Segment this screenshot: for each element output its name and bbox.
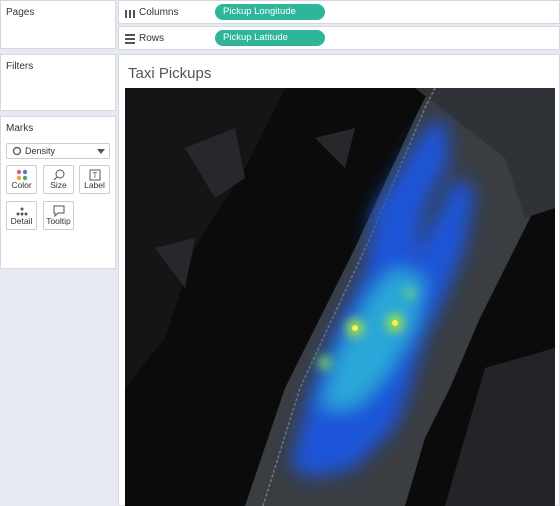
filters-title: Filters: [6, 61, 34, 72]
button-label: Tooltip: [46, 216, 71, 226]
view-title: Taxi Pickups: [128, 65, 212, 82]
view-card: Taxi Pickups: [118, 54, 560, 506]
columns-shelf: Columns Pickup Longitude: [118, 0, 560, 24]
button-label: Label: [84, 180, 105, 190]
marks-card: Marks Density Color Size T Label Detail …: [0, 116, 116, 269]
rows-pill[interactable]: Pickup Latitude: [215, 30, 325, 46]
columns-pill[interactable]: Pickup Longitude: [215, 4, 325, 20]
columns-label: Columns: [139, 7, 179, 18]
hotspot: [352, 325, 358, 331]
tooltip-button[interactable]: Tooltip: [43, 201, 74, 230]
tooltip-icon: [53, 205, 65, 217]
pages-title: Pages: [6, 7, 35, 18]
dropdown-arrow: [97, 149, 105, 154]
density-layer: [290, 118, 475, 478]
hotspot: [392, 320, 398, 326]
rows-icon: [125, 34, 135, 44]
detail-button[interactable]: Detail: [6, 201, 37, 230]
mark-type: Density: [25, 146, 56, 156]
mark-type-dropdown[interactable]: Density: [6, 143, 110, 159]
pages-card: Pages: [0, 0, 116, 49]
label-button[interactable]: T Label: [79, 165, 110, 194]
label-icon: T: [89, 169, 101, 181]
color-button[interactable]: Color: [6, 165, 37, 194]
size-button[interactable]: Size: [43, 165, 74, 194]
columns-icon: [125, 10, 135, 18]
button-label: Detail: [10, 216, 33, 226]
marks-title: Marks: [6, 123, 34, 134]
button-label: Size: [50, 180, 67, 190]
svg-text:T: T: [93, 171, 98, 180]
density-map: [125, 88, 555, 506]
button-label: Color: [11, 180, 32, 190]
filters-card[interactable]: Filters: [0, 54, 116, 111]
rows-label: Rows: [139, 33, 165, 44]
color-icon: [16, 169, 28, 181]
density-icon: [12, 146, 22, 156]
size-icon: [53, 169, 65, 181]
rows-shelf: Rows Pickup Latitude: [118, 26, 560, 50]
detail-icon: [16, 207, 28, 216]
